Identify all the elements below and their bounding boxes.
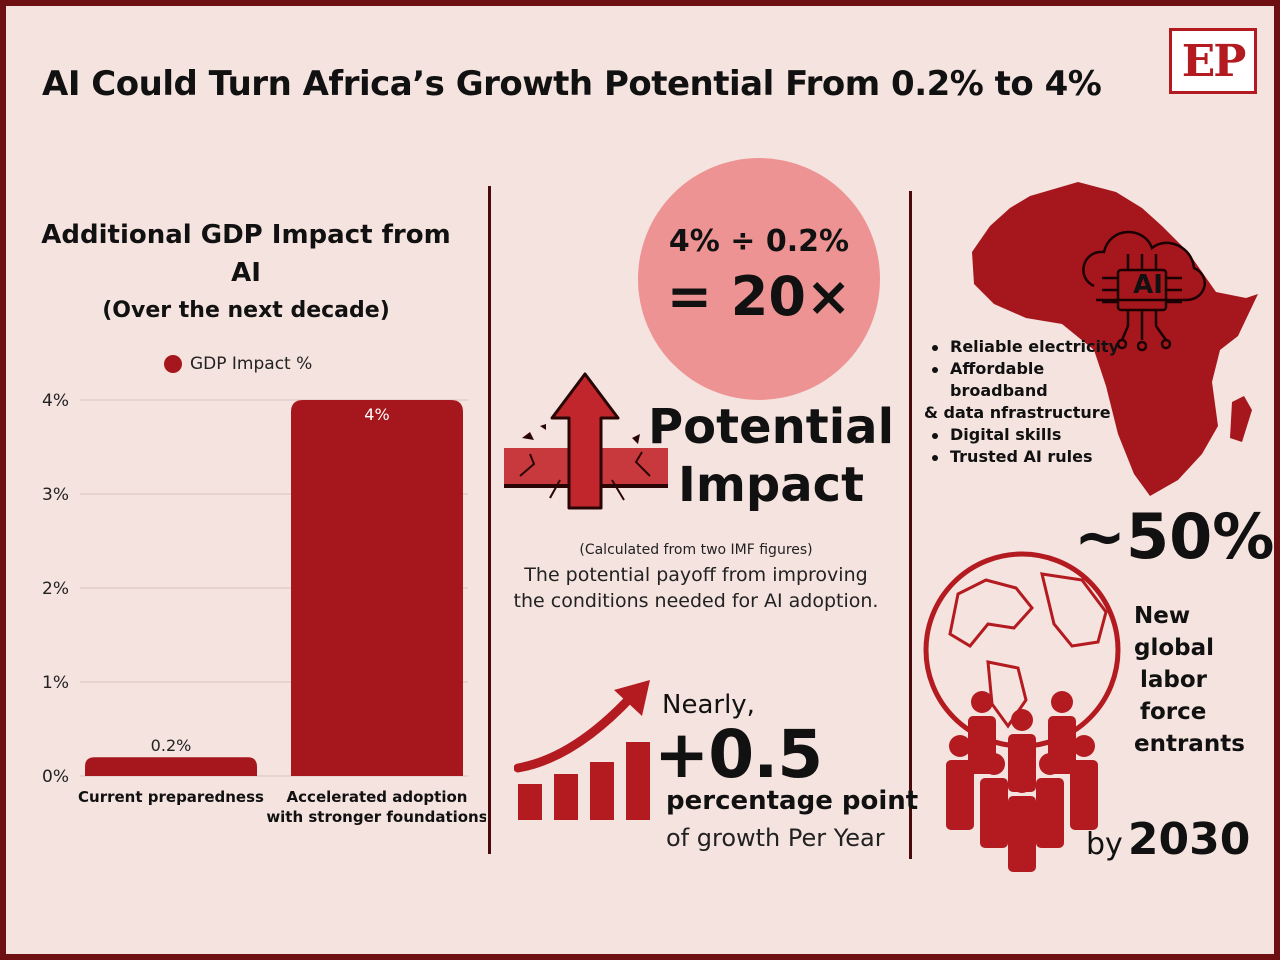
y-tick-label: 4% [42, 391, 69, 411]
breakthrough-arrow-icon [504, 372, 668, 510]
chart-subtitle: (Over the next decade) [102, 298, 390, 323]
potential-impact-label: Potential Impact [646, 398, 896, 514]
growth-unit: percentage point [666, 786, 919, 816]
chart-legend: GDP Impact % [164, 354, 312, 374]
growth-value: +0.5 [654, 716, 823, 793]
labor-line: entrants [1134, 731, 1245, 757]
condition-item: Trusted AI rules [922, 446, 1122, 468]
legend-swatch [164, 355, 182, 373]
legend-label: GDP Impact % [190, 354, 313, 374]
bar [85, 757, 257, 776]
divider-right [909, 191, 912, 859]
condition-item: Digital skills [922, 424, 1122, 446]
labor-line: global [1134, 635, 1215, 661]
globe-people-icon [923, 551, 1121, 872]
x-tick-label: Current preparedness [78, 788, 264, 806]
y-tick-label: 3% [42, 485, 69, 505]
year-value: 2030 [1127, 814, 1251, 865]
divider-left [488, 186, 491, 854]
by-label: by [1086, 827, 1123, 862]
logo-text: EP [1181, 35, 1247, 87]
y-tick-label: 1% [42, 673, 69, 693]
conditions-list: Reliable electricity Affordable broadban… [922, 336, 1122, 468]
labor-year: by 2030 [1086, 814, 1250, 865]
ai-chip-label: AI [1133, 270, 1163, 300]
growth-chart-icon [514, 680, 650, 820]
labor-share-value: ~50% [1074, 500, 1275, 573]
growth-period: of growth Per Year [666, 824, 885, 852]
labor-line: New [1134, 603, 1191, 629]
condition-item: Affordable broadband [922, 358, 1122, 402]
ratio-result: = 20× [666, 265, 852, 328]
payoff-description: The potential payoff from improving the … [513, 564, 879, 612]
y-tick-label: 2% [42, 579, 69, 599]
x-tick-label: with stronger foundations [266, 808, 486, 826]
ratio-circle: 4% ÷ 0.2% = 20× [638, 158, 880, 400]
labor-line: force [1140, 699, 1207, 725]
data-label: 0.2% [151, 736, 192, 755]
chart-title: Additional GDP Impact from AI [41, 220, 451, 288]
x-tick-label: Accelerated adoption [287, 788, 468, 806]
condition-item: Reliable electricity [922, 336, 1122, 358]
calculation-note: (Calculated from two IMF figures) [579, 542, 813, 558]
ep-logo: EP [1169, 28, 1257, 94]
bar [291, 400, 463, 776]
potential-label-line2: Impact [677, 457, 865, 513]
potential-label-line1: Potential [647, 399, 895, 455]
data-label: 4% [364, 405, 389, 424]
ratio-formula: 4% ÷ 0.2% [668, 224, 850, 259]
africa-map-icon [972, 182, 1258, 496]
condition-item: & data nfrastructure [924, 403, 1111, 422]
page-title: AI Could Turn Africa’s Growth Potential … [42, 64, 1102, 104]
growth-nearly-label: Nearly, [662, 690, 755, 720]
bar-chart: 0% 1% 2% 3% 4% 0.2% Current preparedness 4% Acce… [42, 391, 486, 826]
y-tick-label: 0% [42, 767, 69, 787]
labor-line: labor [1140, 667, 1208, 693]
labor-description: New global labor force entrants [1134, 600, 1274, 760]
